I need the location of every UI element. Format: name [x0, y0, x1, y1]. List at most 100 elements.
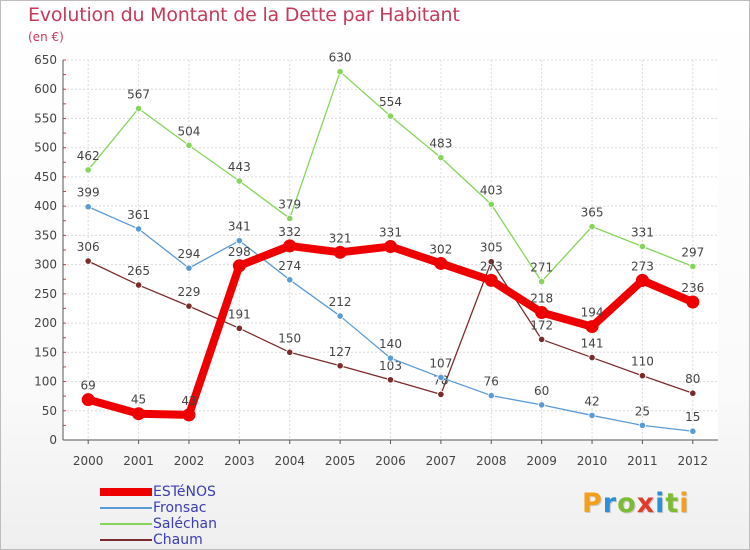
y-tick-label: 300 — [34, 258, 57, 272]
data-label: 127 — [329, 345, 352, 359]
data-point — [134, 225, 143, 233]
data-label: 403 — [480, 183, 503, 197]
data-label: 76 — [484, 375, 499, 389]
data-point — [689, 262, 697, 270]
data-point — [588, 223, 596, 231]
logo-letter: i — [679, 488, 690, 519]
data-point — [638, 421, 647, 429]
data-point — [487, 200, 495, 208]
data-label: 274 — [278, 259, 301, 273]
data-point — [84, 257, 92, 265]
y-tick-label: 100 — [34, 375, 57, 389]
x-tick-label: 2009 — [526, 454, 557, 468]
data-label: 273 — [480, 259, 503, 273]
y-tick-label: 600 — [34, 82, 57, 96]
data-label: 150 — [278, 331, 301, 345]
logo-letter: x — [636, 488, 656, 519]
x-tick-label: 2001 — [123, 454, 154, 468]
chart-subtitle: (en €) — [28, 30, 64, 44]
x-tick-label: 2012 — [678, 454, 709, 468]
x-tick-label: 2011 — [627, 454, 658, 468]
y-tick-label: 550 — [34, 111, 57, 125]
data-label: 297 — [681, 245, 704, 259]
logo-letter: o — [617, 488, 637, 519]
y-tick-label: 150 — [34, 345, 57, 359]
data-label: 172 — [530, 318, 553, 332]
data-point — [185, 302, 193, 310]
data-label: 69 — [81, 379, 96, 393]
data-label: 483 — [429, 137, 452, 151]
x-tick-label: 2005 — [325, 454, 356, 468]
data-label: 265 — [127, 264, 150, 278]
data-point — [134, 104, 143, 113]
x-tick-label: 2008 — [476, 454, 507, 468]
chart-title: Evolution du Montant de la Dette par Hab… — [28, 4, 460, 26]
data-label: 140 — [379, 337, 402, 351]
legend-label: Chaum — [153, 532, 203, 548]
y-tick-label: 650 — [34, 53, 57, 67]
data-point — [487, 258, 495, 266]
data-label: 306 — [77, 240, 100, 254]
data-label: 191 — [228, 307, 251, 321]
data-label: 341 — [228, 220, 251, 234]
data-point — [437, 154, 445, 162]
data-point — [185, 141, 193, 149]
data-point — [336, 312, 344, 320]
data-point — [286, 214, 294, 223]
data-label: 15 — [685, 410, 700, 424]
data-point — [84, 203, 92, 211]
legend-label: Fronsac — [153, 500, 207, 516]
x-tick-label: 2010 — [577, 454, 608, 468]
data-label: 554 — [379, 95, 402, 109]
data-label: 399 — [77, 186, 100, 200]
data-point — [235, 324, 243, 332]
data-label: 379 — [278, 197, 301, 211]
legend-label: Saléchan — [153, 516, 217, 532]
y-tick-label: 350 — [34, 228, 57, 242]
data-label: 110 — [631, 355, 654, 369]
data-label: 218 — [530, 292, 553, 306]
data-point — [185, 264, 193, 272]
data-point — [585, 320, 599, 334]
data-point — [588, 353, 596, 362]
data-point — [386, 376, 395, 384]
data-point — [286, 348, 294, 356]
proxiti-logo: Proxiti — [582, 488, 690, 519]
data-point — [286, 276, 294, 284]
y-tick-label: 500 — [34, 141, 57, 155]
data-point — [235, 237, 243, 245]
data-label: 194 — [581, 306, 604, 320]
data-point — [336, 68, 344, 76]
logo-letter: P — [582, 488, 603, 519]
data-label: 365 — [581, 206, 604, 220]
legend-swatch — [100, 507, 152, 509]
data-label: 43 — [181, 394, 196, 408]
data-label: 42 — [584, 394, 599, 408]
data-point — [384, 239, 397, 253]
data-label: 321 — [329, 231, 352, 245]
y-tick-label: 50 — [42, 404, 57, 418]
legend-swatch — [100, 488, 152, 496]
data-label: 567 — [127, 88, 150, 102]
data-label: 302 — [429, 242, 452, 256]
data-point — [588, 411, 596, 420]
data-label: 462 — [77, 149, 100, 163]
data-point — [81, 393, 95, 407]
data-label: 331 — [631, 225, 654, 239]
x-tick-label: 2002 — [174, 454, 205, 468]
y-tick-label: 200 — [34, 316, 57, 330]
data-label: 331 — [379, 225, 402, 239]
data-point — [132, 407, 146, 421]
data-point — [538, 277, 546, 286]
data-label: 107 — [429, 356, 452, 370]
logo-letter: i — [655, 488, 666, 519]
data-point — [333, 245, 347, 259]
data-point — [232, 259, 246, 273]
legend-item: Saléchan — [100, 516, 300, 532]
data-point — [638, 372, 647, 380]
data-label: 273 — [631, 259, 654, 273]
data-point — [437, 373, 445, 382]
data-label: 332 — [278, 225, 301, 239]
data-point — [386, 112, 395, 120]
y-tick-label: 0 — [49, 433, 57, 447]
